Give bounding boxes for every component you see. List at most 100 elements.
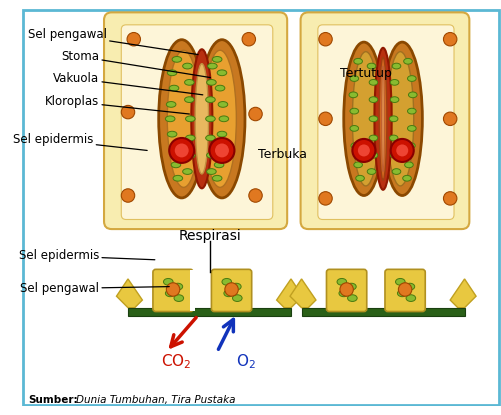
- Ellipse shape: [165, 116, 175, 122]
- FancyBboxPatch shape: [385, 269, 425, 312]
- Circle shape: [319, 192, 332, 205]
- Ellipse shape: [387, 52, 414, 186]
- Text: Sel epidermis: Sel epidermis: [13, 133, 147, 151]
- Circle shape: [214, 143, 229, 158]
- Text: Vakuola: Vakuola: [53, 72, 203, 95]
- FancyBboxPatch shape: [121, 25, 273, 220]
- Ellipse shape: [212, 176, 222, 181]
- Circle shape: [249, 189, 262, 202]
- Ellipse shape: [339, 290, 349, 297]
- Ellipse shape: [356, 176, 364, 181]
- Ellipse shape: [167, 50, 200, 187]
- Ellipse shape: [406, 143, 415, 149]
- Ellipse shape: [172, 56, 182, 62]
- Ellipse shape: [379, 57, 387, 180]
- Ellipse shape: [395, 278, 405, 285]
- Ellipse shape: [206, 152, 216, 158]
- Text: Sel epidermis: Sel epidermis: [19, 249, 155, 262]
- Circle shape: [352, 139, 375, 162]
- Ellipse shape: [392, 168, 401, 174]
- Ellipse shape: [404, 59, 412, 64]
- Circle shape: [443, 32, 457, 46]
- Circle shape: [209, 138, 234, 163]
- Circle shape: [242, 32, 256, 46]
- Ellipse shape: [206, 97, 215, 103]
- Text: Respirasi: Respirasi: [178, 229, 241, 243]
- Ellipse shape: [344, 42, 384, 195]
- Polygon shape: [277, 279, 303, 308]
- Ellipse shape: [369, 80, 378, 85]
- Ellipse shape: [222, 278, 231, 285]
- Text: Dunia Tumbuhan, Tira Pustaka: Dunia Tumbuhan, Tira Pustaka: [76, 395, 235, 405]
- Ellipse shape: [184, 80, 194, 85]
- Ellipse shape: [351, 143, 360, 149]
- Circle shape: [166, 283, 180, 296]
- Ellipse shape: [405, 162, 413, 168]
- Polygon shape: [450, 279, 476, 308]
- Ellipse shape: [390, 152, 399, 158]
- Ellipse shape: [215, 146, 225, 152]
- Circle shape: [357, 144, 371, 157]
- Text: Stoma: Stoma: [61, 50, 210, 78]
- Text: Sel pengawal: Sel pengawal: [20, 282, 169, 295]
- Ellipse shape: [174, 295, 183, 301]
- Ellipse shape: [369, 97, 378, 103]
- Ellipse shape: [165, 290, 175, 297]
- Ellipse shape: [382, 66, 384, 171]
- Bar: [128, 308, 291, 316]
- Bar: [302, 308, 464, 316]
- FancyBboxPatch shape: [153, 269, 193, 312]
- Ellipse shape: [195, 63, 208, 174]
- Ellipse shape: [349, 92, 358, 98]
- Ellipse shape: [185, 116, 195, 122]
- Circle shape: [121, 105, 135, 119]
- Circle shape: [319, 112, 332, 125]
- Ellipse shape: [231, 283, 241, 290]
- Ellipse shape: [183, 168, 192, 174]
- Ellipse shape: [191, 49, 212, 188]
- Ellipse shape: [350, 108, 359, 114]
- Ellipse shape: [390, 80, 399, 85]
- Ellipse shape: [183, 63, 192, 69]
- Ellipse shape: [397, 290, 407, 297]
- Ellipse shape: [392, 63, 401, 69]
- Ellipse shape: [215, 85, 225, 91]
- FancyBboxPatch shape: [301, 12, 469, 229]
- Ellipse shape: [159, 40, 205, 198]
- Ellipse shape: [206, 80, 216, 85]
- Ellipse shape: [170, 146, 180, 152]
- Ellipse shape: [369, 135, 378, 141]
- Ellipse shape: [163, 278, 173, 285]
- Text: Sumber:: Sumber:: [28, 395, 78, 405]
- Ellipse shape: [214, 162, 224, 168]
- FancyBboxPatch shape: [104, 12, 287, 229]
- Ellipse shape: [354, 162, 362, 168]
- Bar: [190, 270, 195, 310]
- Ellipse shape: [204, 50, 236, 187]
- Ellipse shape: [199, 40, 245, 198]
- Text: Tertutup: Tertutup: [340, 67, 392, 80]
- Ellipse shape: [219, 116, 228, 122]
- Circle shape: [127, 32, 140, 46]
- Ellipse shape: [166, 102, 176, 107]
- Ellipse shape: [348, 295, 357, 301]
- FancyBboxPatch shape: [327, 269, 367, 312]
- Ellipse shape: [207, 63, 217, 69]
- Ellipse shape: [217, 70, 227, 76]
- Ellipse shape: [367, 168, 376, 174]
- Ellipse shape: [171, 162, 181, 168]
- Circle shape: [443, 192, 457, 205]
- Ellipse shape: [173, 283, 183, 290]
- Circle shape: [121, 189, 135, 202]
- Ellipse shape: [212, 56, 222, 62]
- Ellipse shape: [218, 102, 228, 107]
- Ellipse shape: [352, 52, 379, 186]
- Text: Sel pengawal: Sel pengawal: [28, 28, 198, 54]
- Circle shape: [174, 143, 189, 158]
- Ellipse shape: [217, 131, 227, 137]
- Ellipse shape: [367, 63, 376, 69]
- Text: Kloroplas: Kloroplas: [45, 95, 189, 114]
- Ellipse shape: [408, 92, 417, 98]
- Ellipse shape: [167, 70, 177, 76]
- Circle shape: [443, 112, 457, 125]
